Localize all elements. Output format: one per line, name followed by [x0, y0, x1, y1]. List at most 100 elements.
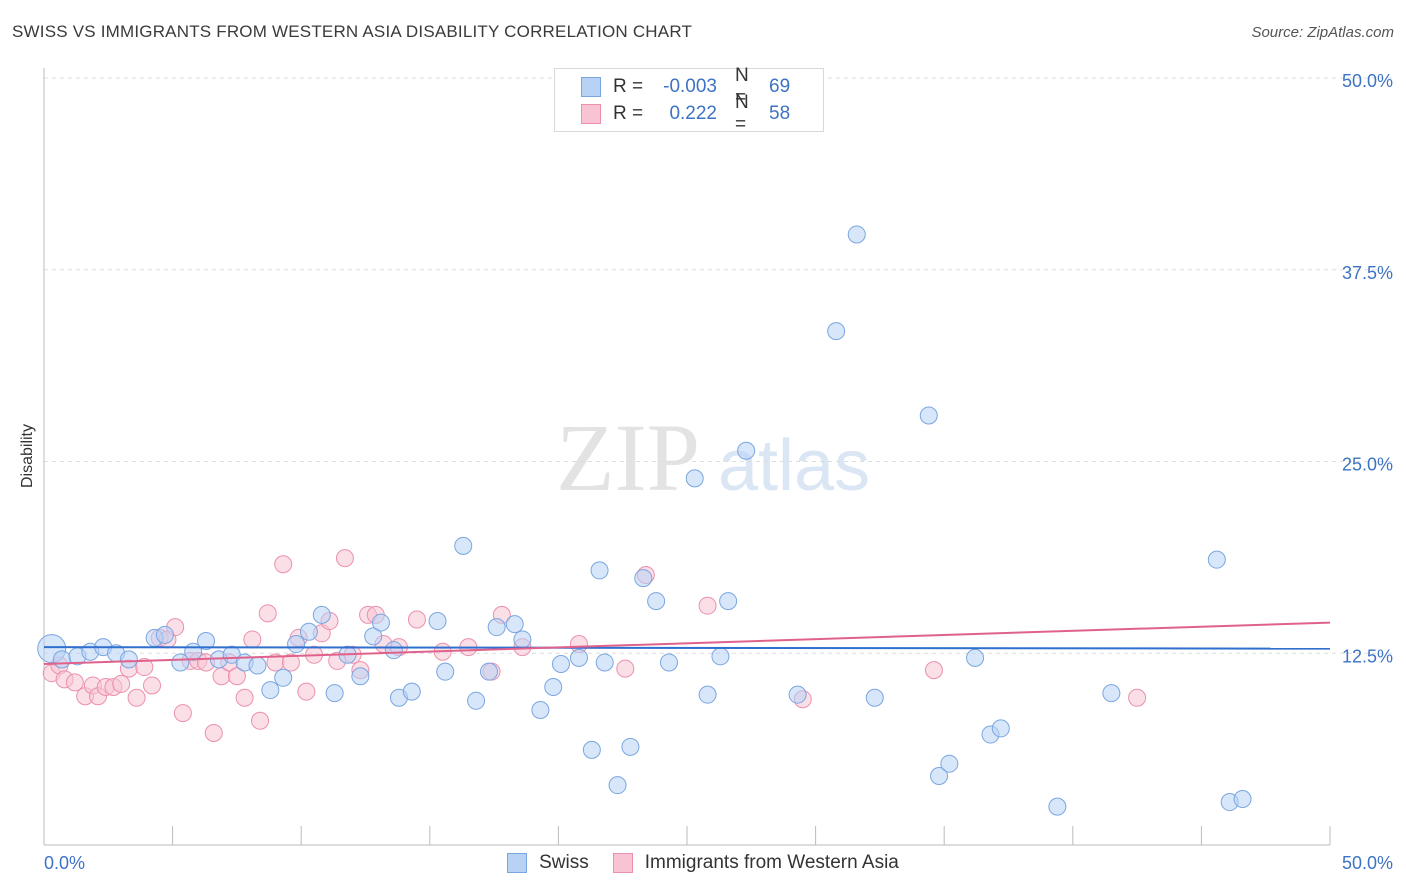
swiss-point [595, 653, 614, 672]
bottom-legend-immigrants: Immigrants from Western Asia [612, 852, 899, 874]
legend-n-value: 69 [769, 76, 791, 97]
x-tick-label-min: 0.0% [44, 853, 85, 873]
swiss-point [685, 469, 704, 488]
swiss-point [487, 618, 506, 637]
swiss-point [287, 635, 306, 654]
bottom-legend-label-immigrants: Immigrants from Western Asia [644, 852, 899, 873]
legend-n-value: 58 [769, 103, 791, 124]
immigrants-point [281, 653, 300, 672]
swiss-point [1102, 684, 1121, 703]
immigrants-point [274, 555, 293, 574]
swiss-point [53, 650, 72, 669]
watermark-atlas: atlas [718, 426, 870, 506]
swiss-point [940, 754, 959, 773]
swiss-point [531, 701, 550, 720]
immigrants-point [204, 724, 223, 743]
swiss-point [1233, 789, 1252, 808]
swiss-point [865, 688, 884, 707]
immigrants-point [258, 604, 277, 623]
swiss-point [384, 641, 403, 660]
bottom-legend-swatch-immigrants [612, 853, 633, 873]
swiss-point [364, 627, 383, 646]
immigrants-point [112, 674, 131, 693]
swiss-point [261, 681, 280, 700]
swiss-point [582, 740, 601, 759]
swiss-point [827, 322, 846, 341]
swiss-point [544, 677, 563, 696]
swiss-point [1048, 797, 1067, 816]
y-tick-label: 12.5% [1342, 646, 1393, 666]
trend-lines [43, 621, 1331, 665]
immigrants-point [65, 673, 84, 692]
swiss-point [569, 648, 588, 667]
swiss-point [698, 685, 717, 704]
immigrants-point [135, 658, 154, 677]
swiss-point [551, 654, 570, 673]
swiss-point [505, 615, 524, 634]
immigrants-point [335, 549, 354, 568]
swiss-point [155, 625, 174, 644]
immigrants-point [407, 610, 426, 629]
swiss-point [351, 667, 370, 686]
swiss-point [467, 691, 486, 710]
immigrants-point [143, 676, 162, 695]
swiss-point [171, 653, 190, 672]
swiss-point [402, 682, 421, 701]
swiss-point [299, 622, 318, 641]
immigrants-point [227, 667, 246, 686]
bottom-legend-swatch-swiss [507, 853, 528, 873]
swiss-point [608, 776, 627, 795]
immigrants-point [616, 659, 635, 678]
swiss-point [621, 737, 640, 756]
legend-swatch-swiss [581, 77, 601, 97]
chart-title: SWISS VS IMMIGRANTS FROM WESTERN ASIA DI… [12, 22, 693, 41]
swiss-point [454, 536, 473, 555]
swiss-point [428, 612, 447, 631]
immigrants-point [297, 682, 316, 701]
y-tick-label: 37.5% [1342, 263, 1393, 283]
swiss-point [711, 647, 730, 666]
swiss-point [919, 406, 938, 425]
swiss-point [513, 630, 532, 649]
swiss-point [1207, 550, 1226, 569]
axes [43, 68, 1331, 846]
immigrants-point [251, 711, 270, 730]
y-tick-label: 50.0% [1342, 71, 1393, 91]
watermark: ZIP atlas [556, 404, 870, 511]
immigrants-point [924, 661, 943, 680]
immigrants-point [698, 596, 717, 615]
swiss-point [479, 662, 498, 681]
y-axis-label: Disability [19, 423, 36, 489]
legend: R = -0.003 N = 69 R = 0.222 N = 58 [554, 65, 824, 135]
swiss-point [197, 631, 216, 650]
swiss-point [991, 719, 1010, 738]
x-tick-label-max: 50.0% [1342, 853, 1393, 873]
swiss-trend-line [43, 646, 1331, 650]
swiss-point [325, 684, 344, 703]
legend-r-value: 0.222 [669, 103, 717, 124]
swiss-point [634, 569, 653, 588]
legend-row-swiss: R = -0.003 N = 69 [581, 65, 791, 108]
grid [44, 77, 1393, 654]
swiss-point [274, 668, 293, 687]
bottom-legend-label-swiss: Swiss [539, 852, 589, 873]
legend-r-value: -0.003 [663, 76, 717, 97]
swiss-point [590, 561, 609, 580]
y-tick-label: 25.0% [1342, 455, 1393, 475]
swiss-point [312, 605, 331, 624]
legend-n-label: N = [735, 65, 749, 108]
swiss-point [930, 766, 949, 785]
bottom-legend-swiss: Swiss [507, 852, 589, 874]
swiss-point [737, 441, 756, 460]
swiss-point [788, 685, 807, 704]
immigrants-point [243, 630, 262, 649]
legend-row-immigrants: R = 0.222 N = 58 [581, 92, 791, 135]
bottom-legend: Swiss Immigrants from Western Asia [0, 852, 1406, 874]
swiss-point [966, 648, 985, 667]
immigrants-trend-line [43, 621, 1331, 665]
legend-swatch-immigrants [581, 104, 601, 124]
swiss-point [647, 592, 666, 611]
y-tick-labels: 12.5% 25.0% 37.5% 50.0% [1342, 71, 1393, 666]
legend-r-label: R = [613, 103, 644, 124]
